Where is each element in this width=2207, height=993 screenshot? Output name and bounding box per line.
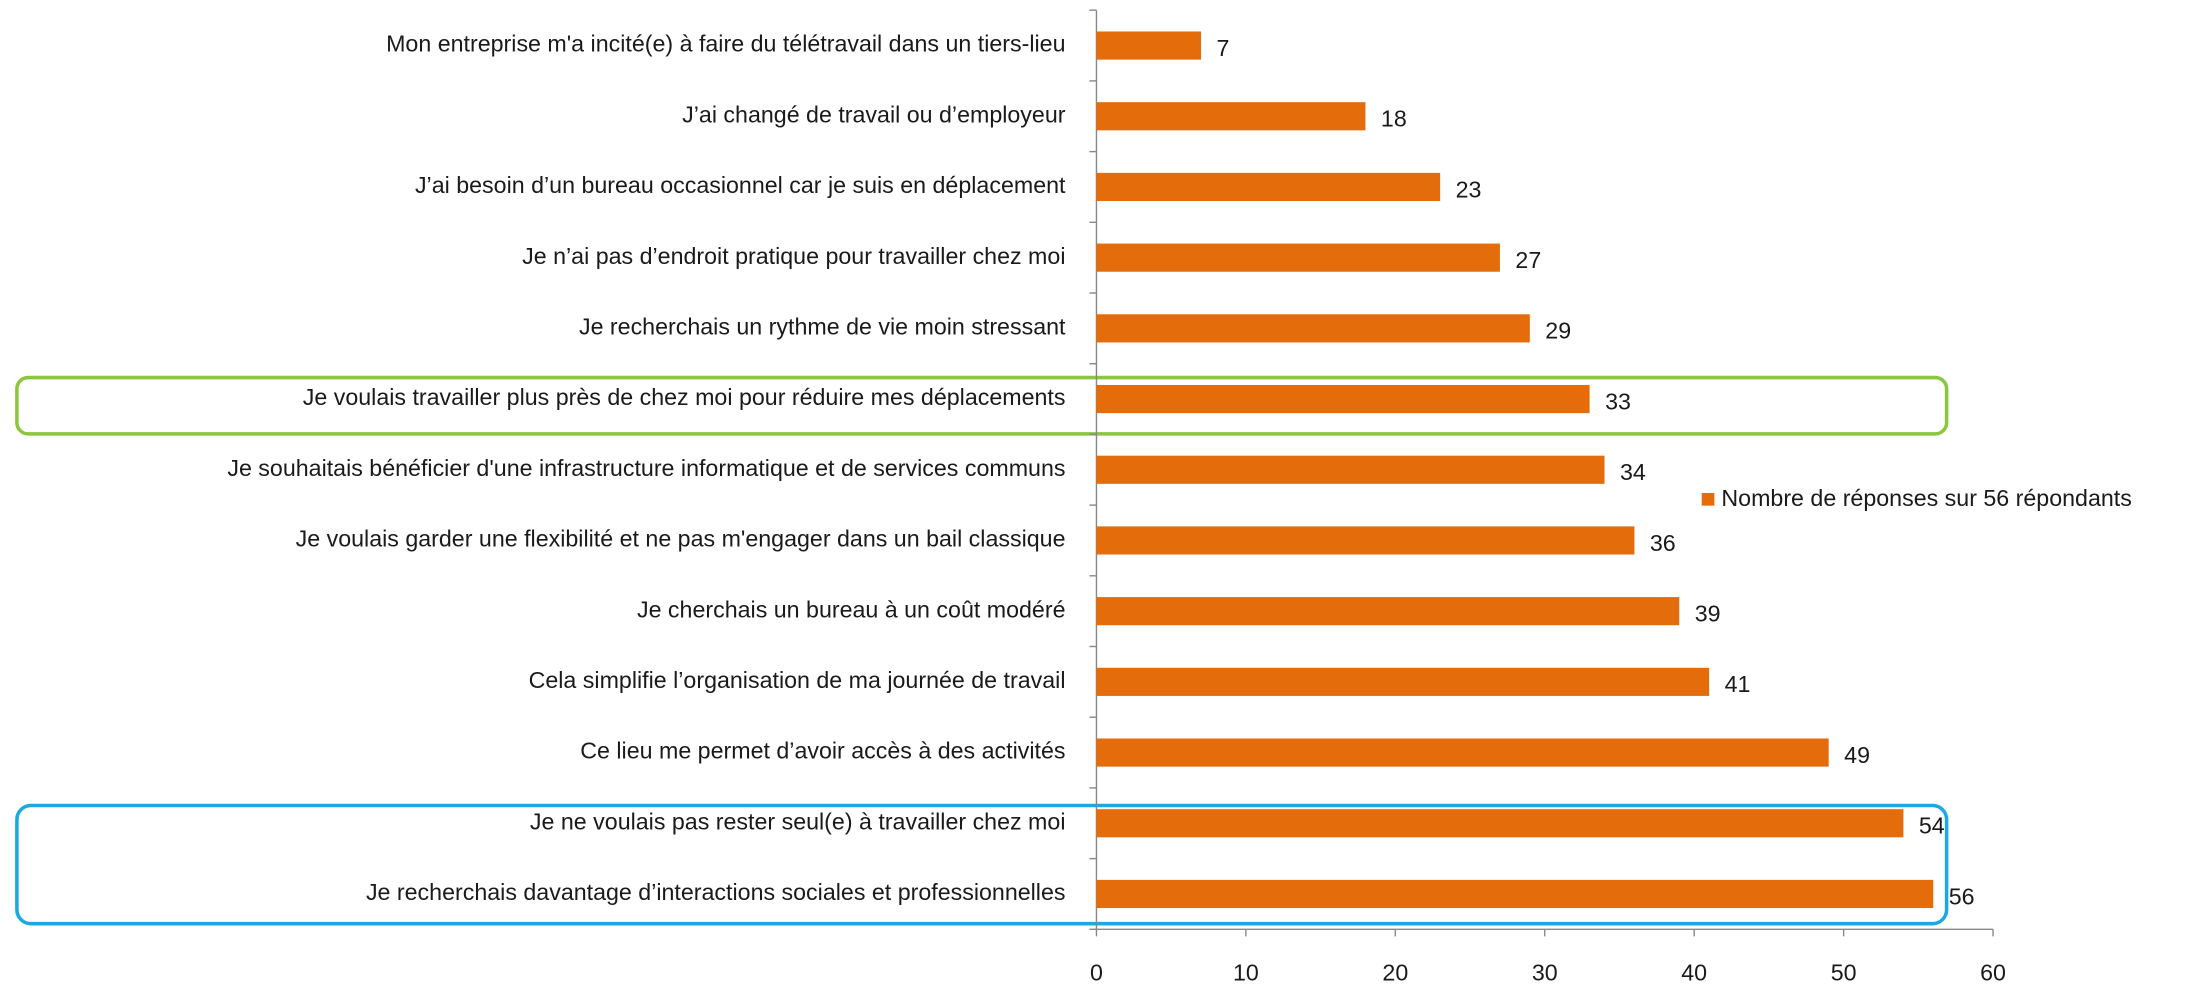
data-label: 54: [1919, 813, 1945, 839]
data-label: 7: [1217, 35, 1230, 61]
bar: [1096, 879, 1934, 909]
highlight-box: [15, 375, 1949, 436]
bar: [1096, 738, 1829, 767]
data-label: 36: [1650, 530, 1676, 556]
data-label: 33: [1605, 388, 1631, 414]
category-label: J’ai besoin d’un bureau occasionnel car …: [415, 172, 1066, 198]
bar: [1096, 31, 1202, 60]
category-label: Je voulais travailler plus près de chez …: [303, 384, 1066, 410]
category-label: Je recherchais davantage d’interactions …: [366, 879, 1066, 905]
bar: [1096, 809, 1904, 838]
x-tick-label: 20: [1382, 959, 1408, 985]
bar: [1096, 455, 1605, 484]
category-label: Je ne voulais pas rester seul(e) à trava…: [530, 808, 1066, 834]
data-label: 29: [1545, 318, 1571, 344]
bar: [1096, 667, 1710, 696]
bar: [1096, 172, 1441, 202]
x-tick-label: 50: [1831, 959, 1857, 985]
data-label: 49: [1844, 742, 1870, 768]
bar: [1096, 597, 1680, 626]
data-label: 39: [1695, 601, 1721, 627]
category-label: Ce lieu me permet d’avoir accès à des ac…: [580, 738, 1065, 764]
legend-swatch: [1701, 492, 1715, 506]
category-label: Cela simplifie l’organisation de ma jour…: [529, 667, 1066, 693]
data-label: 41: [1725, 671, 1751, 697]
data-label: 18: [1381, 106, 1407, 132]
category-label: Je voulais garder une flexibilité et ne …: [296, 526, 1066, 552]
x-tick-label: 10: [1233, 959, 1259, 985]
x-tick-label: 60: [1980, 959, 2006, 985]
bar: [1096, 102, 1366, 131]
data-label: 56: [1949, 883, 1975, 909]
bar: [1096, 384, 1590, 414]
bar: [1096, 526, 1635, 555]
category-label: Je souhaitais bénéficier d'une infrastru…: [227, 455, 1065, 481]
data-label: 34: [1620, 459, 1646, 485]
category-label: Je cherchais un bureau à un coût modéré: [637, 596, 1066, 622]
category-label: J’ai changé de travail ou d’employeur: [682, 101, 1066, 127]
x-tick-label: 30: [1532, 959, 1558, 985]
category-label: Je recherchais un rythme de vie moin str…: [579, 313, 1066, 339]
highlight-box: [15, 803, 1949, 926]
legend-label: Nombre de réponses sur 56 répondants: [1721, 485, 2131, 511]
x-tick-label: 40: [1681, 959, 1707, 985]
data-label: 27: [1515, 247, 1541, 273]
category-label: Mon entreprise m'a incité(e) à faire du …: [386, 31, 1065, 57]
bar: [1096, 243, 1500, 272]
bar: [1096, 314, 1530, 343]
category-label: Je n’ai pas d’endroit pratique pour trav…: [522, 243, 1065, 269]
data-label: 23: [1456, 176, 1482, 202]
x-tick-label: 0: [1090, 959, 1103, 985]
